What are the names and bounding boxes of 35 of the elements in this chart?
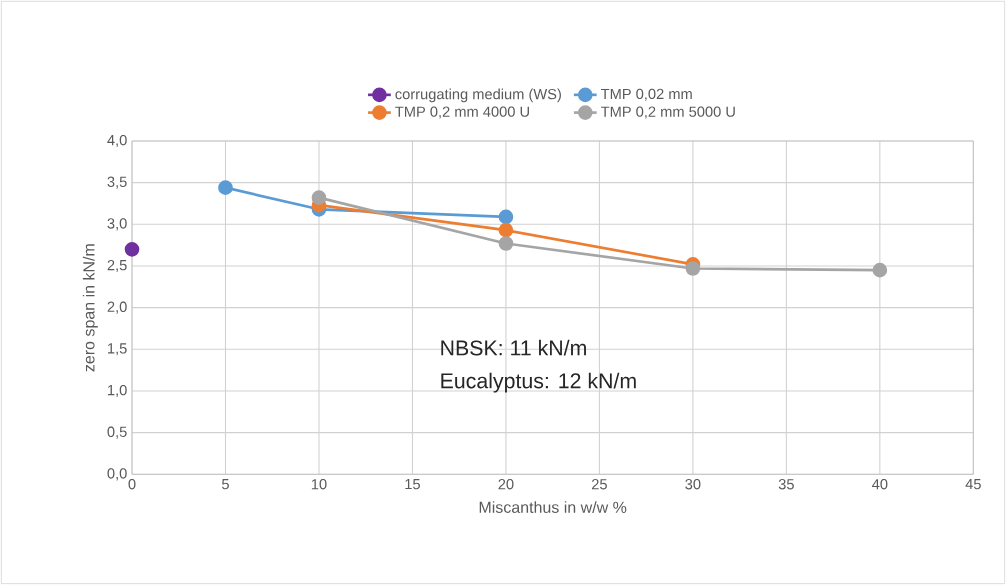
y-tick-label: 1,5 [108, 343, 127, 356]
point [218, 180, 233, 195]
point [498, 236, 514, 251]
y-tick-label: 0,5 [107, 426, 127, 439]
x-tick-label: 20 [498, 479, 514, 490]
x-tick-label: 0 [128, 479, 136, 490]
legend-label: TMP 0,2 mm 4000 U [395, 106, 529, 119]
x-tick-label: 45 [965, 479, 981, 490]
y-tick-label: 2,5 [107, 259, 127, 273]
point [311, 190, 327, 205]
x-tick-label: 40 [872, 479, 888, 490]
legend-label: corrugating medium (WS) [395, 88, 561, 103]
annotation: NBSK: 11 kN/m [441, 339, 586, 356]
y-tick-label: 3,5 [107, 176, 127, 189]
y-tick-label: 3,0 [107, 218, 127, 231]
legend-label: TMP 0,2 mm 5000 U [600, 106, 735, 119]
legend-label: TMP 0,02 mm [600, 88, 692, 101]
point [498, 222, 514, 238]
point [685, 261, 701, 276]
x-tick-label: 30 [685, 479, 701, 490]
x-tick-label: 10 [311, 479, 327, 490]
x-tick-label: 5 [222, 479, 229, 490]
point [498, 209, 514, 225]
x-axis-title: Miscanthus in w/w % [479, 501, 627, 513]
y-tick-label: 0,0 [107, 468, 127, 481]
x-tick-label: 25 [591, 479, 607, 490]
annotation: Eucalyptus: 12 kN/m [441, 372, 636, 393]
point [872, 262, 888, 278]
y-tick-label: 2,0 [107, 301, 127, 314]
point [124, 241, 140, 257]
x-tick-label: 15 [405, 479, 420, 490]
x-tick-label: 35 [778, 479, 794, 490]
y-tick-label: 4,0 [107, 134, 127, 148]
y-axis-title: zero span in kN/m [82, 244, 98, 372]
y-tick-label: 1,0 [108, 384, 127, 398]
